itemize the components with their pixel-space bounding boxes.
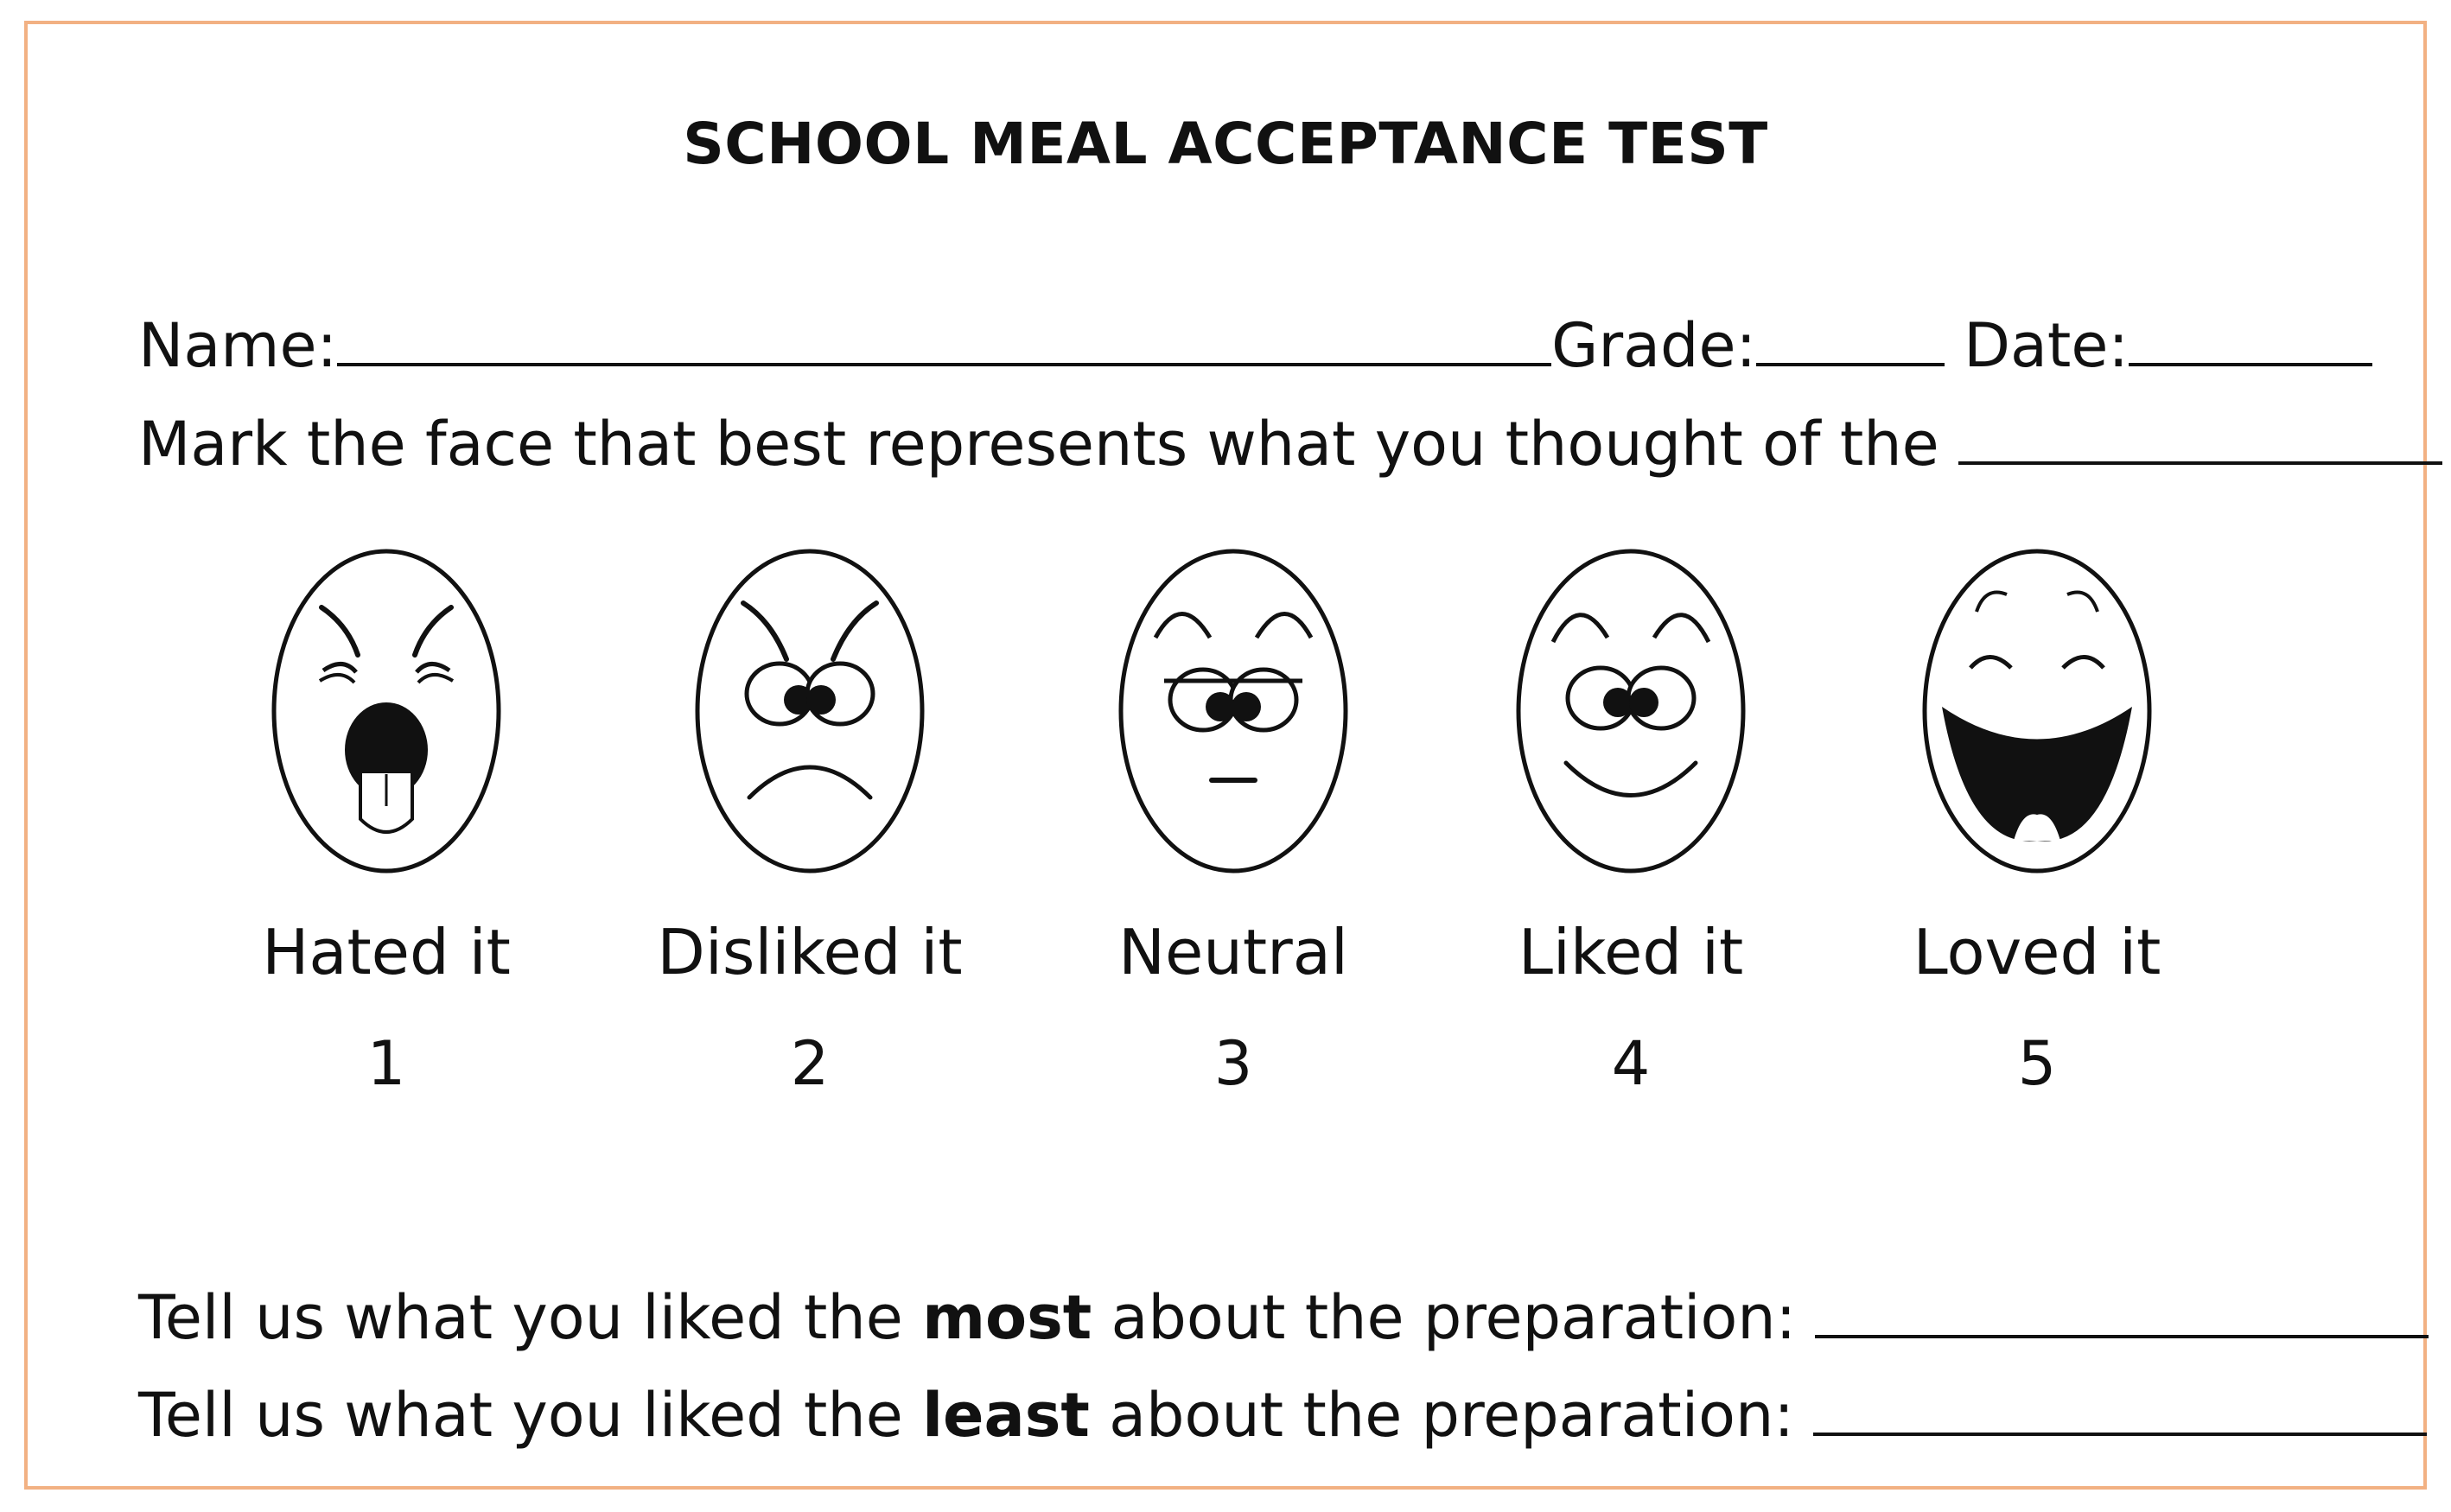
date-field[interactable] <box>2129 309 2373 366</box>
liked-face-icon <box>1516 549 1746 874</box>
hated-face-icon <box>271 549 501 874</box>
most-answer-field[interactable] <box>1815 1281 2429 1338</box>
question-most: Tell us what you liked the most about th… <box>138 1281 2429 1348</box>
instruction-row: Mark the face that best represents what … <box>138 408 2442 474</box>
least-answer-field[interactable] <box>1812 1379 2427 1436</box>
rating-label: Loved it <box>1913 916 2161 988</box>
rating-number: 3 <box>1213 1028 1253 1099</box>
page-title: SCHOOL MEAL ACCEPTANCE TEST <box>683 111 1768 177</box>
rating-option-2[interactable]: Disliked it 2 <box>611 543 1009 1094</box>
instruction-text: Mark the face that best represents what … <box>138 409 1939 480</box>
question-least: Tell us what you liked the least about t… <box>138 1379 2427 1445</box>
disliked-face-icon <box>695 549 925 874</box>
rating-option-4[interactable]: Liked it 4 <box>1432 543 1830 1094</box>
question-least-prefix: Tell us what you liked the <box>138 1380 923 1451</box>
info-row: Name: Grade: Date: <box>138 309 2373 376</box>
rating-label: Hated it <box>262 916 511 988</box>
question-least-emphasis: least <box>922 1380 1090 1451</box>
date-label: Date: <box>1964 310 2130 381</box>
name-label: Name: <box>138 310 338 381</box>
rating-scale: Hated it 1 Disliked it 2 <box>28 543 2430 1165</box>
question-most-suffix: about the preparation: <box>1092 1282 1797 1353</box>
rating-option-1[interactable]: Hated it 1 <box>188 543 585 1094</box>
question-most-emphasis: most <box>922 1282 1092 1353</box>
meal-item-field[interactable] <box>1958 408 2442 465</box>
rating-option-3[interactable]: Neutral 3 <box>1035 543 1432 1094</box>
question-most-prefix: Tell us what you liked the <box>138 1282 923 1353</box>
rating-label: Disliked it <box>657 916 963 988</box>
rating-label: Neutral <box>1118 916 1348 988</box>
loved-face-icon <box>1922 549 2152 874</box>
rating-number: 5 <box>2017 1028 2057 1099</box>
neutral-face-icon <box>1118 549 1348 874</box>
rating-number: 4 <box>1611 1028 1651 1099</box>
name-field[interactable] <box>337 309 1552 366</box>
grade-label: Grade: <box>1551 310 1757 381</box>
survey-card: SCHOOL MEAL ACCEPTANCE TEST Name: Grade: D… <box>24 21 2442 1490</box>
rating-number: 1 <box>366 1028 406 1099</box>
rating-number: 2 <box>790 1028 830 1099</box>
question-least-suffix: about the preparation: <box>1089 1380 1794 1451</box>
rating-option-5[interactable]: Loved it 5 <box>1838 543 2236 1094</box>
grade-field[interactable] <box>1756 309 1945 366</box>
rating-label: Liked it <box>1518 916 1744 988</box>
